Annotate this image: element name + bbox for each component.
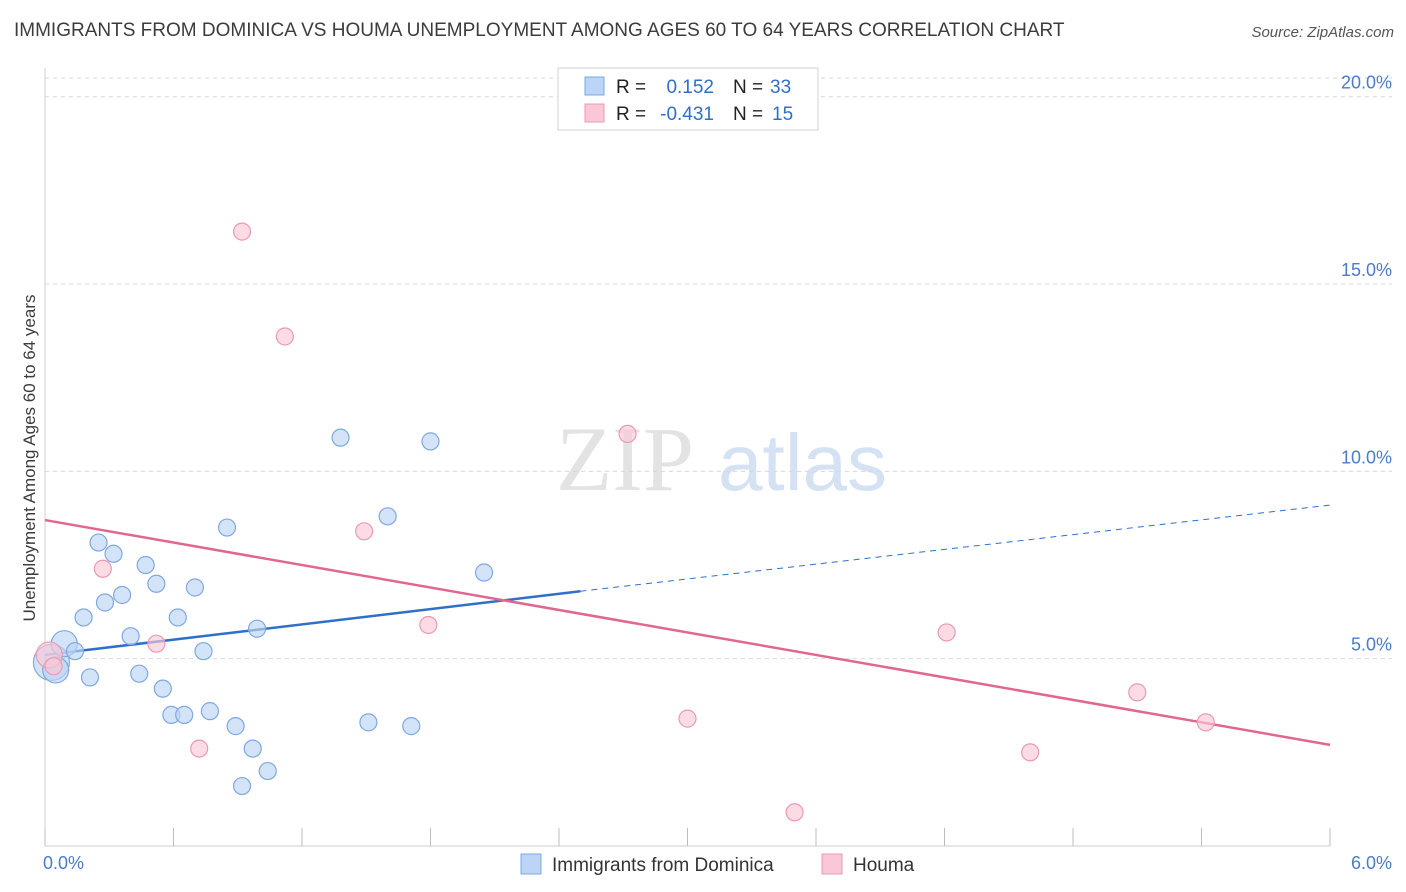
legend: Immigrants from Dominica Houma bbox=[520, 853, 915, 876]
y-tick-labels: 5.0% 10.0% 15.0% 20.0% bbox=[1341, 73, 1392, 655]
point-dominica bbox=[65, 642, 85, 661]
stats-n-label-2: N = bbox=[733, 104, 763, 125]
point-dominica bbox=[74, 608, 93, 627]
stats-r-label: R = bbox=[616, 77, 646, 98]
point-dominica bbox=[130, 664, 149, 683]
trend-line-dominica-extension bbox=[580, 504, 1331, 592]
point-houma bbox=[1021, 743, 1040, 762]
point-dominica bbox=[226, 717, 245, 736]
point-dominica bbox=[168, 608, 187, 627]
stats-swatch-dominica bbox=[584, 76, 605, 96]
stats-n-houma: 15 bbox=[772, 104, 793, 125]
legend-swatch-houma bbox=[821, 853, 843, 875]
point-dominica bbox=[153, 679, 172, 698]
point-dominica bbox=[378, 507, 397, 526]
point-dominica bbox=[112, 585, 132, 605]
point-houma bbox=[44, 657, 63, 676]
point-houma bbox=[190, 739, 209, 758]
point-dominica bbox=[147, 574, 166, 593]
stats-r-label-2: R = bbox=[616, 104, 646, 125]
legend-swatch-dominica bbox=[520, 853, 542, 875]
stats-r-dominica: 0.152 bbox=[666, 77, 714, 98]
legend-label-dominica: Immigrants from Dominica bbox=[552, 855, 774, 876]
trend-line-houma bbox=[44, 518, 1331, 747]
point-houma bbox=[93, 559, 112, 578]
trend-lines bbox=[44, 504, 1331, 747]
point-houma bbox=[678, 709, 697, 728]
point-dominica bbox=[89, 533, 108, 552]
y-tick-label: 20.0% bbox=[1341, 73, 1392, 93]
point-dominica bbox=[331, 428, 350, 447]
point-houma bbox=[937, 623, 956, 642]
point-dominica bbox=[185, 578, 205, 597]
point-dominica bbox=[80, 668, 100, 687]
watermark-zip: ZIP bbox=[556, 408, 694, 510]
point-dominica bbox=[421, 432, 440, 451]
point-dominica bbox=[474, 563, 494, 582]
stats-r-houma: -0.431 bbox=[660, 104, 714, 125]
y-tick-label: 5.0% bbox=[1351, 635, 1392, 655]
point-dominica bbox=[121, 627, 140, 646]
x-tick-labels: 0.0% 6.0% bbox=[43, 853, 1392, 873]
stats-n-dominica: 33 bbox=[770, 77, 791, 98]
point-houma bbox=[419, 615, 438, 635]
point-dominica bbox=[247, 619, 267, 638]
point-dominica bbox=[194, 642, 213, 661]
point-dominica bbox=[258, 761, 277, 781]
point-houma bbox=[232, 222, 252, 241]
point-houma bbox=[355, 522, 374, 541]
point-houma bbox=[1128, 683, 1147, 702]
y-axis-title: Unemployment Among Ages 60 to 64 years bbox=[20, 295, 39, 622]
data-points bbox=[32, 222, 1215, 822]
point-houma bbox=[785, 803, 804, 822]
point-houma bbox=[618, 424, 637, 444]
y-tick-label: 15.0% bbox=[1341, 260, 1392, 280]
chart-title: IMMIGRANTS FROM DOMINICA VS HOUMA UNEMPL… bbox=[14, 20, 1065, 41]
point-dominica bbox=[136, 555, 155, 575]
stats-box: R = 0.152 N = 33 R = -0.431 N = 15 bbox=[557, 67, 819, 131]
point-dominica bbox=[95, 593, 115, 612]
stats-n-label: N = bbox=[733, 77, 763, 98]
legend-label-houma: Houma bbox=[853, 855, 915, 876]
point-houma bbox=[147, 634, 166, 653]
source-label: Source: ZipAtlas.com bbox=[1251, 24, 1394, 41]
x-tick-label: 0.0% bbox=[43, 853, 84, 873]
point-houma bbox=[1196, 713, 1215, 732]
x-tick-label: 6.0% bbox=[1351, 853, 1392, 873]
point-dominica bbox=[243, 739, 262, 758]
y-tick-label: 10.0% bbox=[1341, 447, 1392, 467]
axes bbox=[44, 68, 1331, 847]
point-dominica bbox=[217, 518, 237, 537]
point-dominica bbox=[200, 702, 220, 721]
point-dominica bbox=[359, 713, 378, 732]
point-dominica bbox=[175, 705, 194, 724]
point-houma bbox=[275, 327, 294, 346]
point-dominica bbox=[232, 776, 252, 796]
point-dominica bbox=[402, 717, 421, 736]
watermark-atlas: atlas bbox=[718, 418, 887, 507]
stats-swatch-houma bbox=[584, 103, 605, 123]
gridlines bbox=[45, 77, 1392, 660]
point-dominica bbox=[104, 544, 123, 563]
